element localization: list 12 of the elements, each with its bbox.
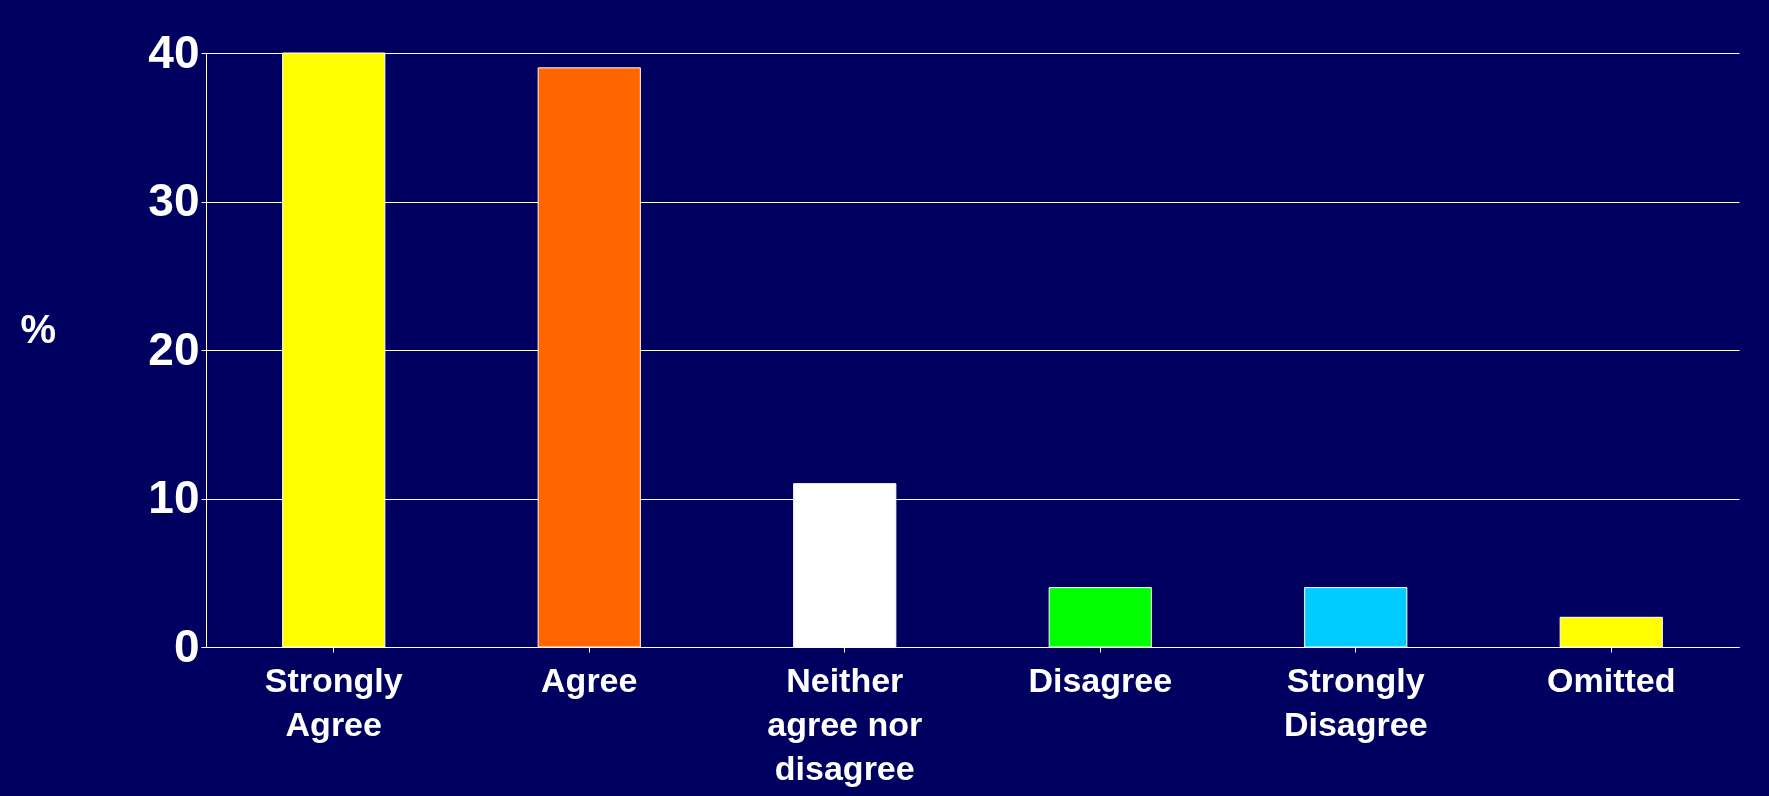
x-tick-label: Disagree (1028, 660, 1173, 699)
y-axis-title: % (20, 306, 57, 351)
y-tick-label: 30 (148, 174, 200, 226)
y-tick-label: 20 (148, 322, 200, 375)
y-tick-label: 40 (148, 25, 200, 78)
y-tick-label: 0 (173, 619, 200, 672)
x-tick-label: Strongly Disagree (1283, 660, 1428, 743)
y-tick-label: 10 (148, 471, 200, 523)
x-tick-label: Neither agree nor disagree (767, 660, 923, 787)
x-tick-label: Agree (541, 660, 638, 699)
x-tick-label: Omitted (1547, 660, 1676, 699)
x-tick-label: Strongly Agree (264, 660, 403, 743)
